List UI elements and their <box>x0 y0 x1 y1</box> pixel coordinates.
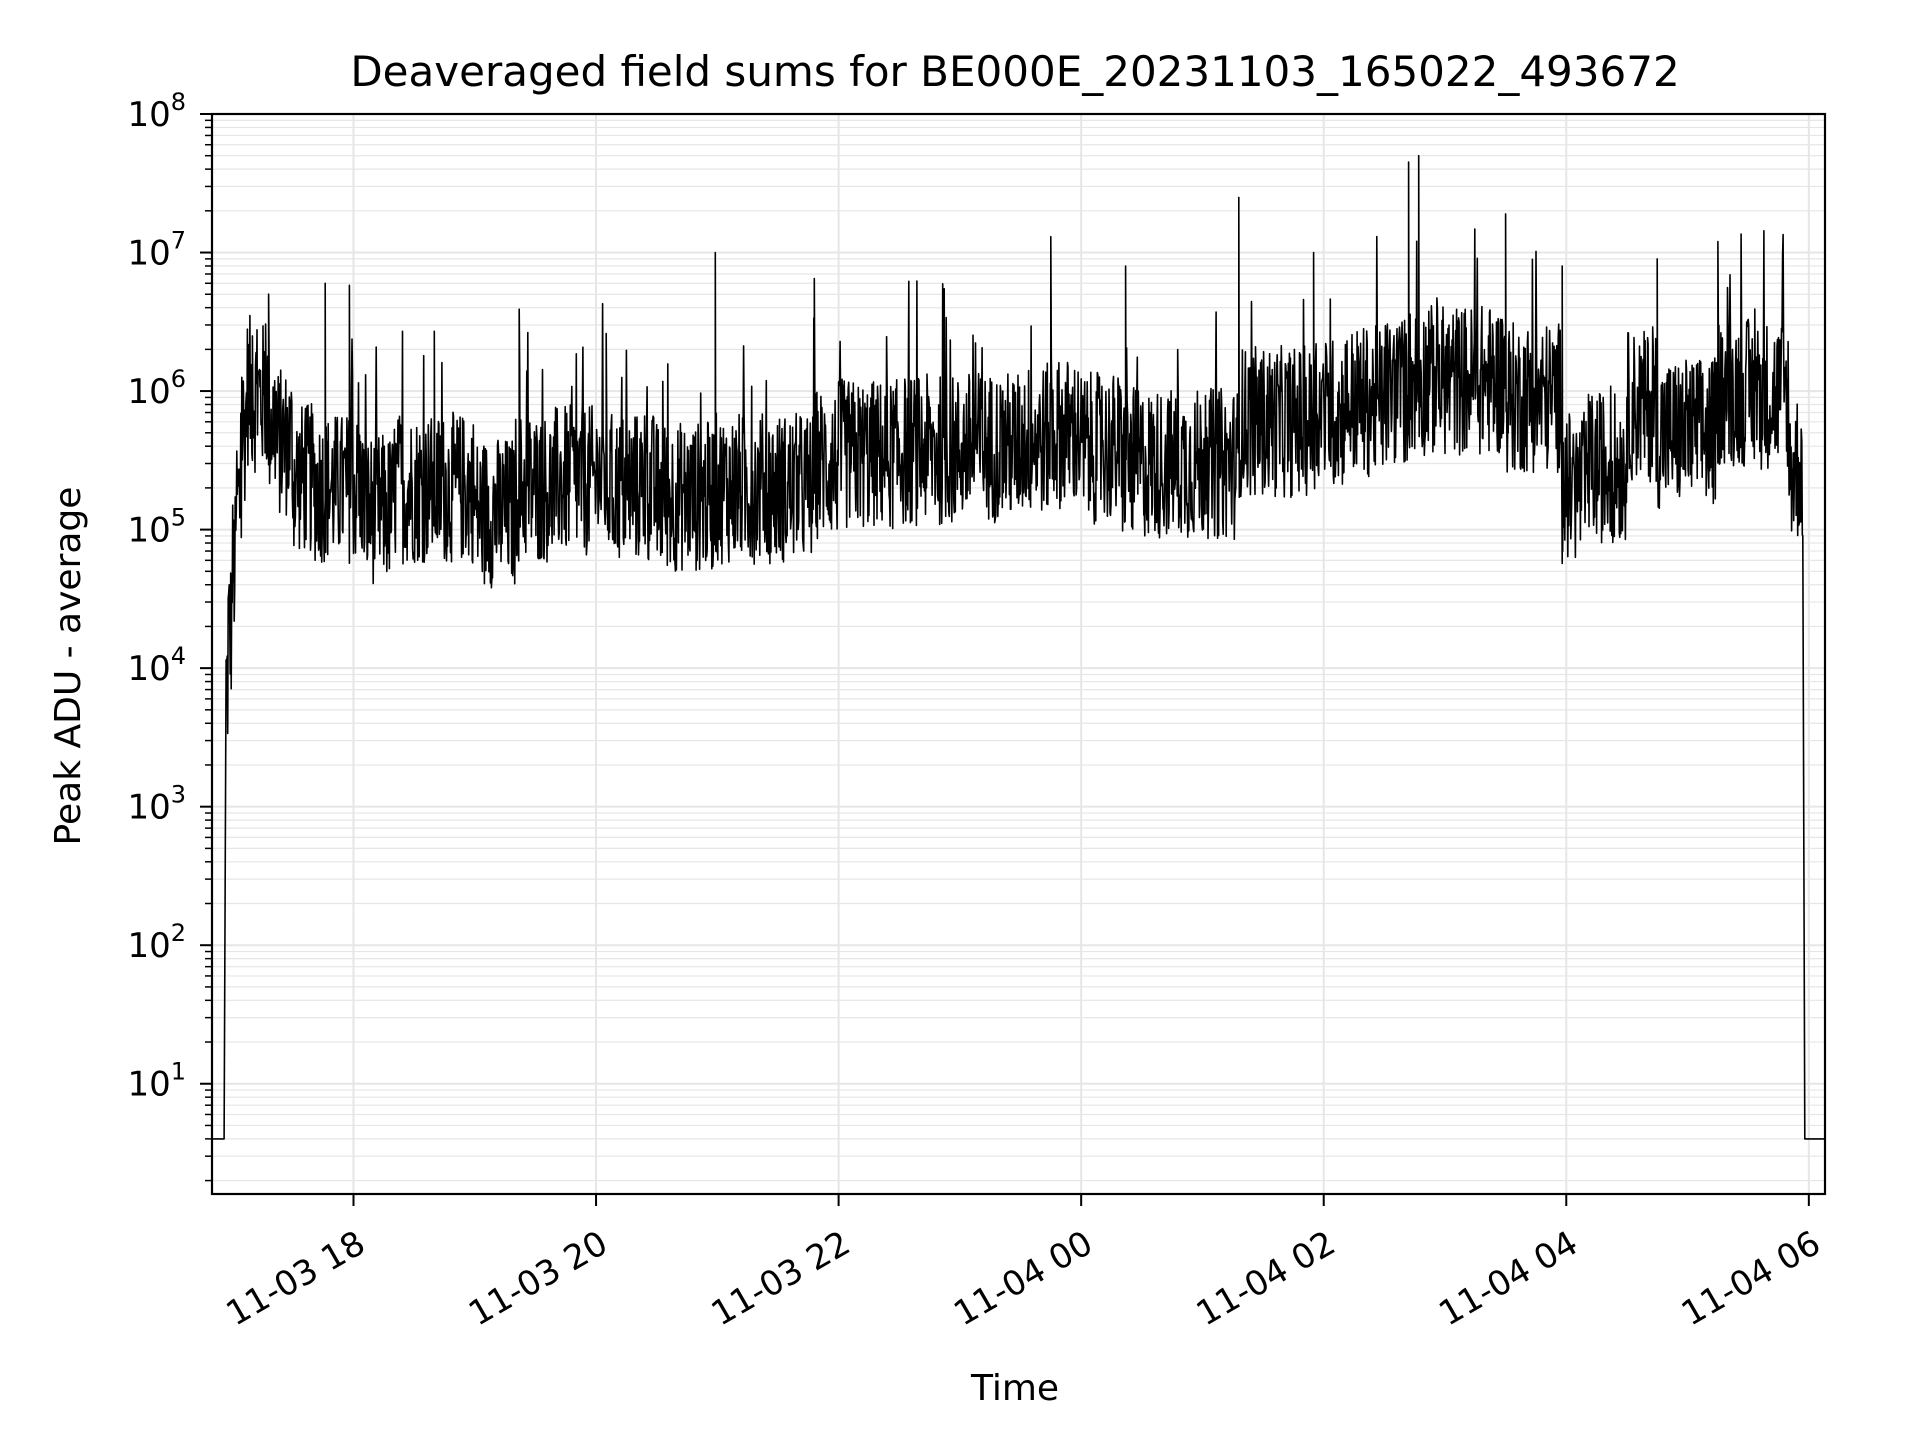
y-axis-label: Peak ADU - average <box>48 487 89 846</box>
y-tick-label: 106 <box>127 365 186 412</box>
axes-frame <box>210 112 1827 1196</box>
chart-title: Deaveraged field sums for BE000E_2023110… <box>350 47 1679 96</box>
line-layer <box>212 154 1825 1140</box>
x-tick-label: 11-03 20 <box>462 1223 614 1334</box>
x-tick-label: 11-04 00 <box>947 1223 1099 1334</box>
x-tick-label: 11-03 18 <box>220 1223 372 1334</box>
y-tick-layer: 101 102 103 104 105 106 107 108 <box>127 88 212 1182</box>
x-tick-label: 11-04 06 <box>1675 1223 1827 1334</box>
x-tick-label: 11-04 02 <box>1190 1223 1342 1334</box>
x-axis-label: Time <box>970 1368 1059 1409</box>
grid-layer <box>212 113 1825 1194</box>
x-tick-label: 11-04 04 <box>1432 1223 1584 1334</box>
x-tick-layer: 11-03 18 11-03 20 11-03 22 11-04 00 11-04 02… <box>220 1194 1827 1334</box>
y-tick-label: 108 <box>127 88 186 135</box>
y-tick-label: 104 <box>127 642 186 689</box>
y-tick-label: 102 <box>127 919 186 966</box>
axes-layer <box>210 112 1827 1196</box>
y-tick-label: 101 <box>127 1058 186 1105</box>
y-tick-label: 107 <box>127 227 186 274</box>
x-tick-label: 11-03 22 <box>705 1223 857 1334</box>
y-tick-label: 103 <box>127 781 186 828</box>
series-line <box>212 154 1825 1140</box>
y-tick-label: 105 <box>127 504 186 551</box>
